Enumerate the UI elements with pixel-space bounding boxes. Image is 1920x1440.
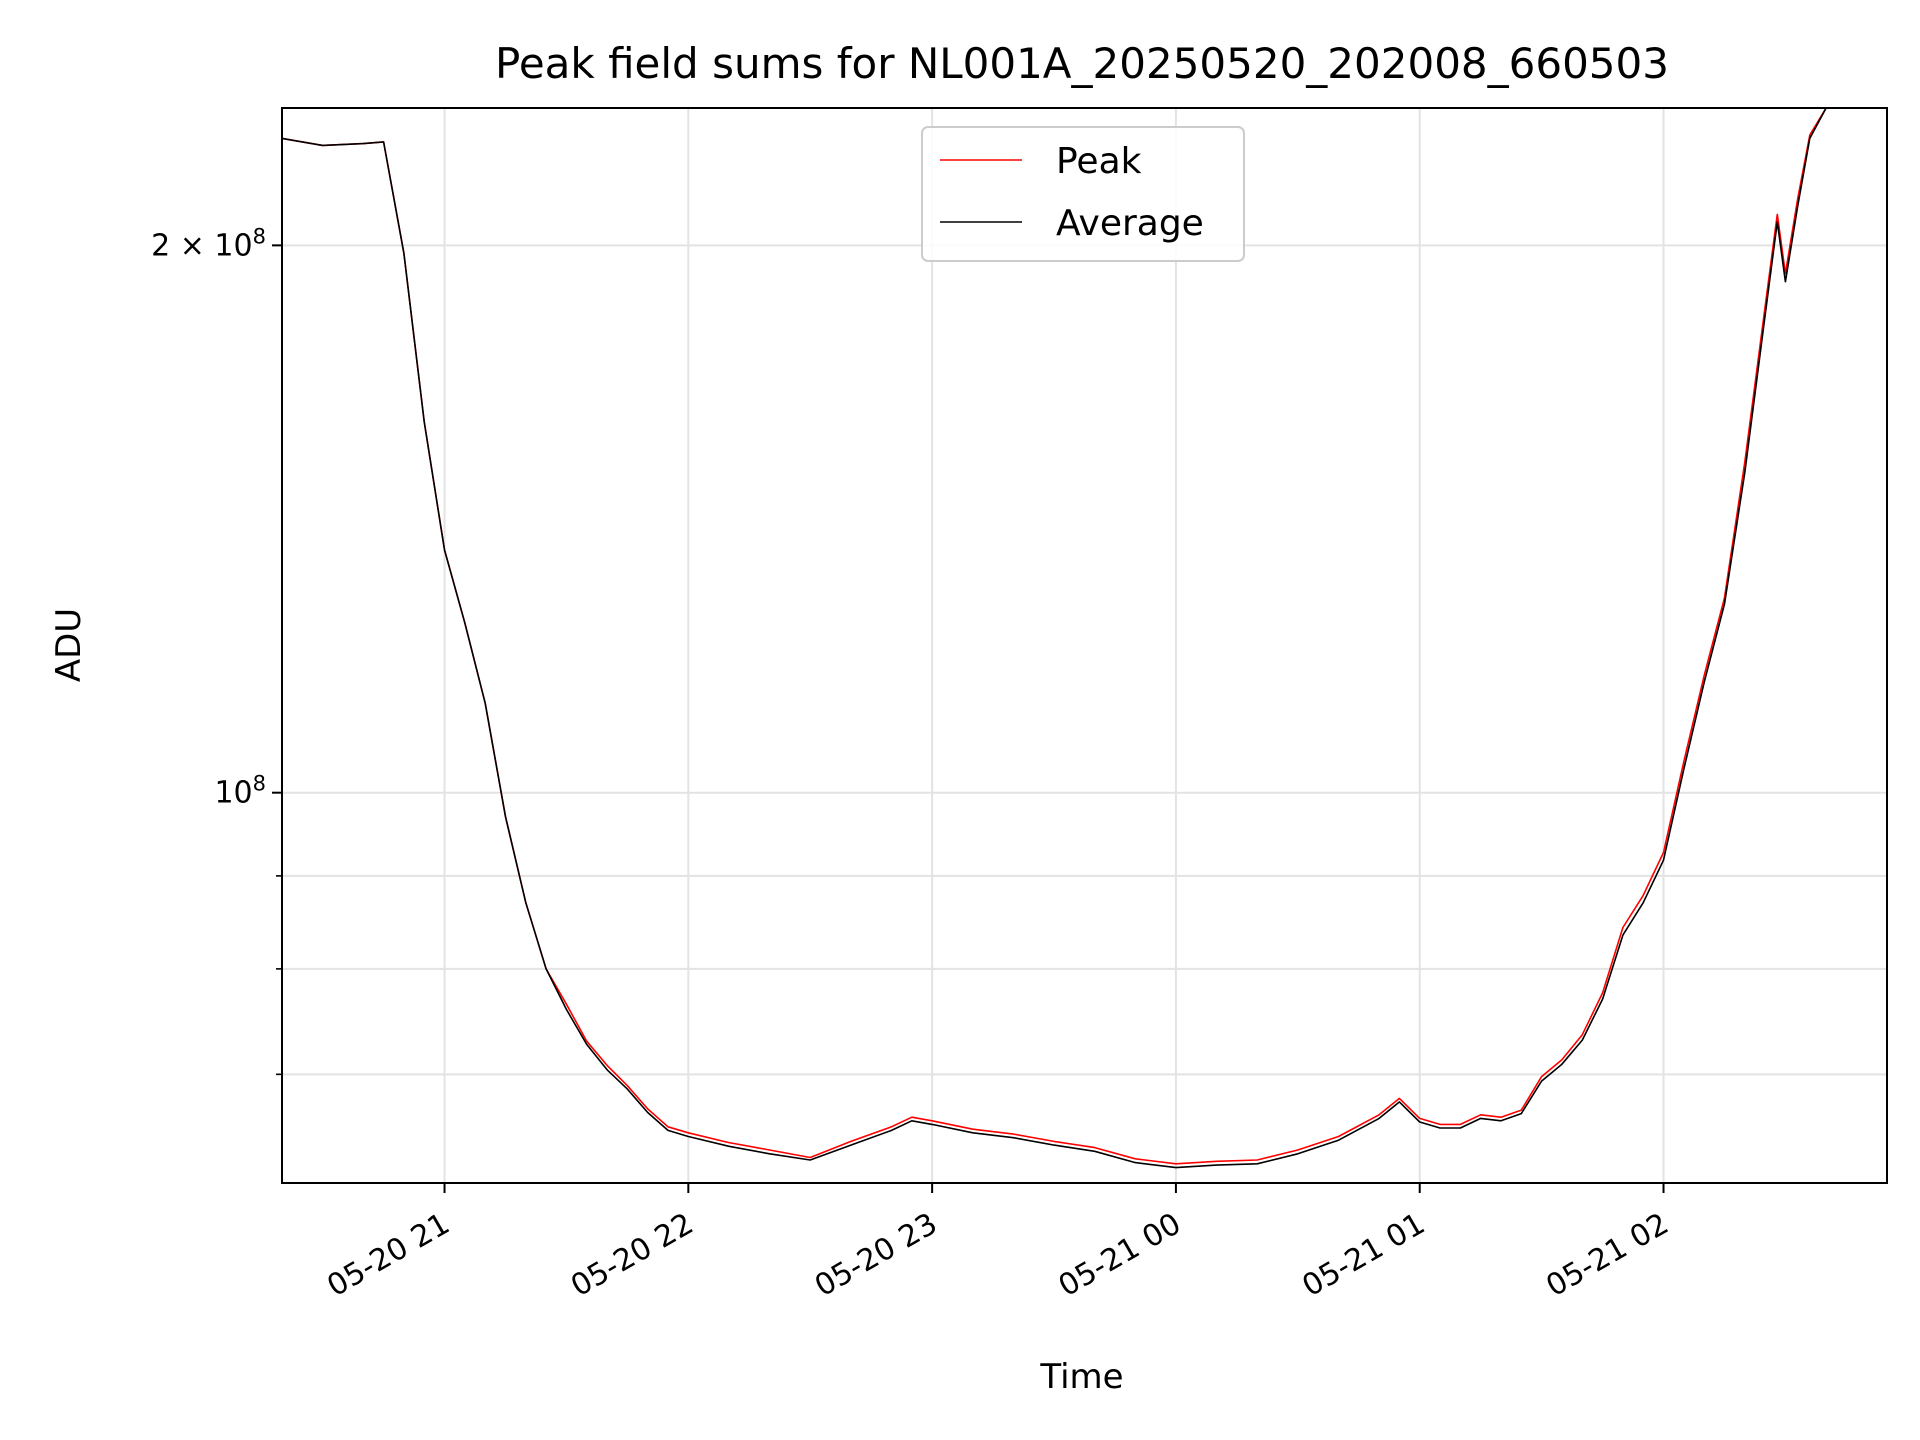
- y-axis-label: ADU: [49, 608, 89, 682]
- y-tick-label: 2 × 108: [151, 224, 266, 263]
- x-axis-label: Time: [1039, 1357, 1123, 1397]
- series-line-average: [282, 108, 1827, 1169]
- legend-label-average: Average: [1056, 203, 1204, 244]
- chart-title: Peak field sums for NL001A_20250520_2020…: [495, 39, 1669, 88]
- series-lines: [282, 108, 1827, 1169]
- legend: Peak Average: [921, 126, 1245, 262]
- plot-frame: [281, 107, 1888, 1184]
- y-tick-label: 108: [214, 772, 266, 811]
- legend-label-peak: Peak: [1056, 141, 1142, 182]
